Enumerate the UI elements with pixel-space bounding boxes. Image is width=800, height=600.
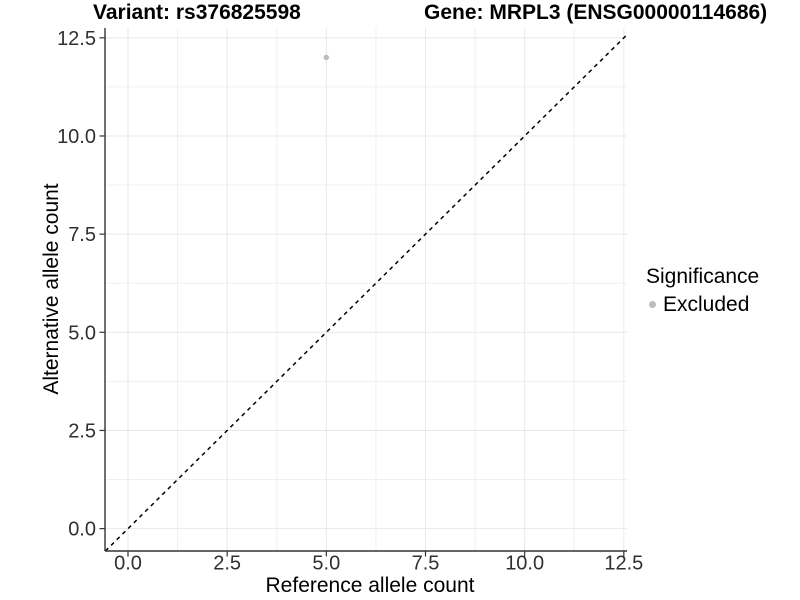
y-axis-label: Alternative allele count (40, 183, 63, 395)
identity-line (104, 34, 628, 552)
x-tick-label: 12.5 (604, 553, 643, 575)
y-tick-label: 0.0 (68, 519, 96, 541)
x-tick-label: 0.0 (114, 553, 142, 575)
legend-key-dot (649, 301, 656, 308)
plot-title-gene: Gene: MRPL3 (ENSG00000114686) (424, 1, 768, 24)
data-point (323, 54, 330, 61)
x-tick-label: 10.0 (505, 553, 544, 575)
y-tick-label: 2.5 (68, 420, 96, 442)
x-tick-label: 5.0 (312, 553, 340, 575)
y-tick-label: 5.0 (68, 322, 96, 344)
x-tick-label: 2.5 (213, 553, 241, 575)
plot-title-variant: Variant: rs376825598 (93, 1, 301, 24)
x-tick-label: 7.5 (412, 553, 440, 575)
legend: Significance Excluded (646, 265, 759, 317)
x-axis-label: Reference allele count (265, 574, 475, 597)
legend-title: Significance (646, 265, 760, 288)
y-tick-label: 10.0 (57, 126, 96, 148)
legend-entry-label: Excluded (663, 292, 750, 316)
y-tick-label: 12.5 (57, 28, 96, 50)
legend-entry-excluded: Excluded (646, 292, 759, 317)
y-tick-label: 7.5 (68, 224, 96, 246)
